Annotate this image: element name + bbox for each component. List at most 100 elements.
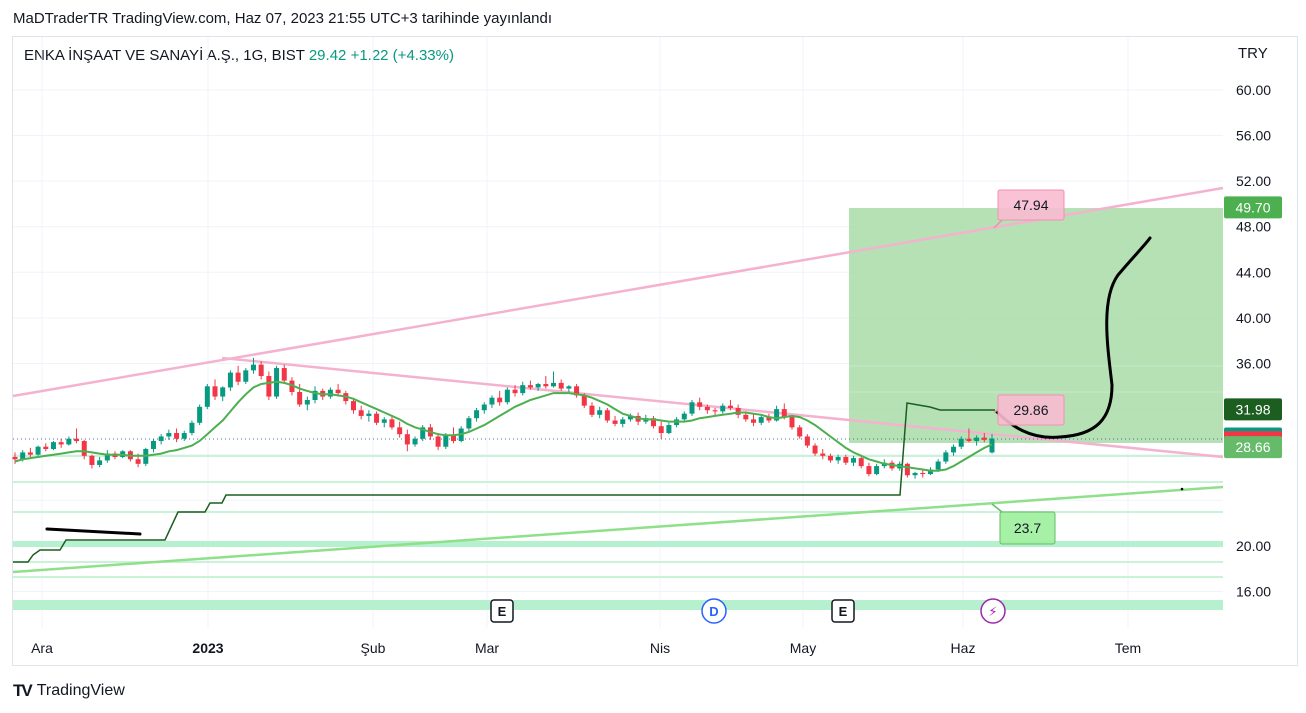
candle-body [874, 466, 880, 475]
candle-body [58, 442, 64, 445]
candle-body [389, 419, 395, 428]
candle-body [443, 435, 449, 447]
step-line-path [13, 402, 995, 563]
publication-caption: MaDTraderTR TradingView.com, Haz 07, 202… [13, 10, 553, 27]
note-box[interactable] [997, 189, 1065, 221]
y-axis: 60.00 56.00 52.00 48.00 44.00 40.00 36.00 20.00… [1236, 82, 1271, 600]
upper-trendline [12, 186, 1224, 398]
candle-body [835, 456, 841, 461]
candle-body [951, 446, 957, 453]
symbol-name[interactable]: ENKA İNŞAAT VE SANAYİ A.Ş., 1G, BIST [24, 47, 305, 64]
y-tick-label: 20.00 [1236, 538, 1271, 554]
y-tick-label: 36.00 [1236, 356, 1271, 372]
y-tick-label: 44.00 [1236, 264, 1271, 280]
candle-body [935, 461, 941, 470]
candle-body [420, 427, 426, 439]
candle-body [566, 386, 572, 389]
candle-body [204, 386, 210, 407]
hand-drawn-dot [1180, 487, 1184, 491]
candle-body [681, 413, 687, 420]
candle-body [651, 418, 657, 427]
earnings-event-icon[interactable] [490, 599, 514, 623]
last-price: 29.42 [308, 47, 347, 64]
candle-body [527, 385, 533, 388]
note-pointer [993, 219, 1003, 229]
split-event-icon[interactable] [980, 598, 1006, 624]
tradingview-mark-icon: TV [13, 681, 33, 700]
hand-drawings [45, 236, 1184, 536]
note-pointer [991, 503, 1003, 513]
candle-body [374, 413, 380, 423]
candle-body [43, 446, 49, 449]
x-tick-label: Nis [650, 640, 670, 656]
note-text: 47.94 [1013, 197, 1048, 213]
moving-average [14, 380, 993, 472]
candle-body [535, 384, 541, 388]
price-label-badge [1224, 436, 1282, 459]
event-marker-label: D [709, 604, 718, 619]
support-zone-band [13, 541, 1223, 547]
candle-body [304, 399, 310, 405]
candle-body [520, 385, 526, 394]
candle-body [220, 387, 226, 397]
candle-body [820, 453, 826, 456]
candle-body [597, 410, 603, 415]
candle-body [543, 384, 549, 387]
candle-body [404, 434, 410, 445]
candle-body [135, 459, 141, 464]
candle-body [789, 417, 795, 428]
candle-body [20, 452, 26, 460]
y-tick-label: 60.00 [1236, 82, 1271, 98]
candle-body [12, 456, 18, 460]
moving-average-line [14, 380, 993, 472]
earnings-event-icon[interactable] [831, 599, 855, 623]
candle-body [589, 405, 595, 415]
currency-label[interactable]: TRY [1238, 45, 1268, 62]
candle-body [604, 410, 610, 421]
event-markers: E D E ⚡ [490, 598, 1006, 624]
candle-body [581, 395, 587, 406]
note-box[interactable] [997, 394, 1065, 426]
candle-body [574, 386, 580, 396]
candle-body [774, 409, 780, 421]
candle-body [781, 409, 787, 418]
candle-body [612, 420, 618, 424]
y-tick-label: 52.00 [1236, 173, 1271, 189]
candle-body [212, 386, 218, 397]
candle-body [243, 370, 249, 382]
candle-body [558, 382, 564, 389]
lower-trendline [12, 485, 1224, 574]
candle-body [250, 364, 256, 371]
candle-body [712, 410, 718, 412]
candle-body [335, 389, 341, 394]
y-tick-label: 16.00 [1236, 584, 1271, 600]
candle-body [697, 402, 703, 407]
candle-body [235, 372, 241, 382]
candle-body [258, 364, 264, 377]
candle-body [627, 415, 633, 420]
x-tick-label: Haz [951, 640, 976, 656]
candle-body [227, 372, 233, 388]
event-marker-label: E [498, 604, 507, 619]
candle-body [481, 404, 487, 411]
brand-name: TradingView [36, 682, 125, 699]
candle-body [827, 455, 833, 461]
candle-body [512, 389, 518, 394]
dividend-event-icon[interactable] [701, 598, 727, 624]
x-axis: Ara 2023 Şub Mar Nis May Haz Tem [31, 640, 1141, 656]
chart-frame [12, 36, 1298, 666]
candle-body [727, 405, 733, 408]
tradingview-logo[interactable]: TV TradingView [13, 681, 125, 701]
note-box[interactable] [999, 511, 1056, 545]
candle-body [866, 466, 872, 475]
candle-body [981, 437, 987, 440]
candle-body [797, 427, 803, 437]
candle-body [735, 407, 741, 415]
candle-body [858, 458, 864, 467]
candle-body [766, 417, 772, 421]
candle-body [450, 435, 456, 442]
candle-body [397, 427, 403, 435]
price-label-badge [1224, 196, 1282, 219]
candle-body [497, 397, 503, 403]
